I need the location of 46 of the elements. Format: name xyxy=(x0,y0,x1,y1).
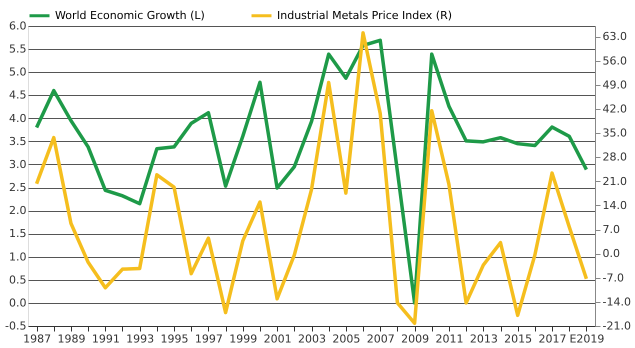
y-tick-label: 5.5 xyxy=(9,42,26,56)
y2-tick-label: -14.0 xyxy=(602,295,631,308)
legend-label: Industrial Metals Price Index (R) xyxy=(277,8,452,22)
x-tick-label: 1999 xyxy=(229,332,258,346)
y2-tick-label: 28.0 xyxy=(602,150,627,164)
y-tick-label: 0.0 xyxy=(9,296,26,310)
x-tick-label: 2013 xyxy=(470,332,498,346)
y2-tick-label: 49.0 xyxy=(602,78,627,92)
y-tick-label: -0.5 xyxy=(5,320,26,332)
x-tick-label: 1995 xyxy=(160,332,189,346)
x-tick-label: 2009 xyxy=(401,332,430,346)
y2-tick-label: -21.0 xyxy=(602,320,631,332)
y-tick-label: 3.0 xyxy=(9,158,26,171)
y-tick-label: 2.5 xyxy=(9,181,26,194)
x-tick-label: 2015 xyxy=(504,332,532,346)
x-tick-label: 1997 xyxy=(194,332,223,346)
y2-tick-label: 63.0 xyxy=(602,30,627,44)
y2-tick-label: 0.0 xyxy=(602,247,620,260)
x-tick-label: 2001 xyxy=(264,332,292,346)
y-tick-label: 4.0 xyxy=(9,112,26,125)
y-tick-label: 1.0 xyxy=(9,250,26,264)
x-tick-label: 2017 xyxy=(538,332,567,346)
x-tick-label: E2019 xyxy=(569,332,604,346)
x-tick-label: 1993 xyxy=(126,332,154,346)
y-tick-label: 6.0 xyxy=(9,20,26,32)
y2-tick-label: -7.0 xyxy=(602,271,624,284)
x-tick-label: 2007 xyxy=(366,332,395,346)
y-tick-label: 5.0 xyxy=(9,66,26,79)
x-tick-label: 2005 xyxy=(332,332,360,346)
y-tick-label: 1.5 xyxy=(9,227,26,240)
y2-tick-label: 56.0 xyxy=(602,54,627,68)
y-tick-label: 3.5 xyxy=(9,134,26,148)
y-tick-label: 0.5 xyxy=(9,273,26,286)
y2-tick-label: 42.0 xyxy=(602,102,627,116)
y-tick-label: 4.5 xyxy=(9,88,26,102)
y2-tick-label: 14.0 xyxy=(602,198,627,212)
y2-tick-label: 7.0 xyxy=(602,223,620,236)
x-tick-label: 1989 xyxy=(57,332,86,346)
y2-tick-label: 21.0 xyxy=(602,174,627,188)
x-tick-label: 1991 xyxy=(92,332,120,346)
x-tick-label: 2011 xyxy=(435,332,464,346)
y2-tick-label: 35.0 xyxy=(602,126,627,140)
x-tick-label: 1987 xyxy=(23,332,52,346)
legend-label: World Economic Growth (L) xyxy=(55,8,205,22)
y-tick-label: 2.0 xyxy=(9,204,26,218)
x-tick-label: 2003 xyxy=(298,332,326,346)
